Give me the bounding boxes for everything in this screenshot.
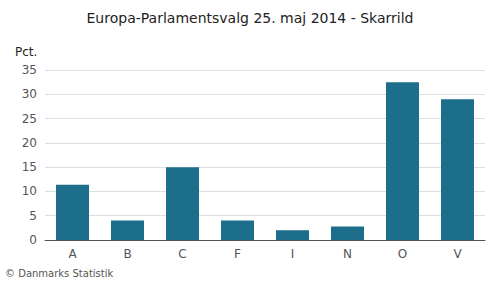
svg-text:I: I xyxy=(291,247,295,261)
svg-text:15: 15 xyxy=(22,160,37,174)
svg-text:10: 10 xyxy=(22,184,37,198)
svg-text:20: 20 xyxy=(22,136,37,150)
svg-text:A: A xyxy=(68,247,77,261)
svg-text:Pct.: Pct. xyxy=(15,45,37,59)
svg-text:Europa-Parlamentsvalg 25. maj: Europa-Parlamentsvalg 25. maj 2014 - Ska… xyxy=(87,10,414,26)
svg-text:C: C xyxy=(178,247,186,261)
svg-text:N: N xyxy=(343,247,352,261)
svg-text:5: 5 xyxy=(29,209,37,223)
svg-text:B: B xyxy=(123,247,131,261)
svg-text:© Danmarks Statistik: © Danmarks Statistik xyxy=(5,268,114,279)
svg-text:35: 35 xyxy=(22,63,37,77)
svg-text:30: 30 xyxy=(22,87,37,101)
svg-text:F: F xyxy=(234,247,241,261)
svg-text:O: O xyxy=(398,247,407,261)
svg-text:25: 25 xyxy=(22,112,37,126)
svg-text:0: 0 xyxy=(29,233,37,247)
svg-text:V: V xyxy=(453,247,462,261)
